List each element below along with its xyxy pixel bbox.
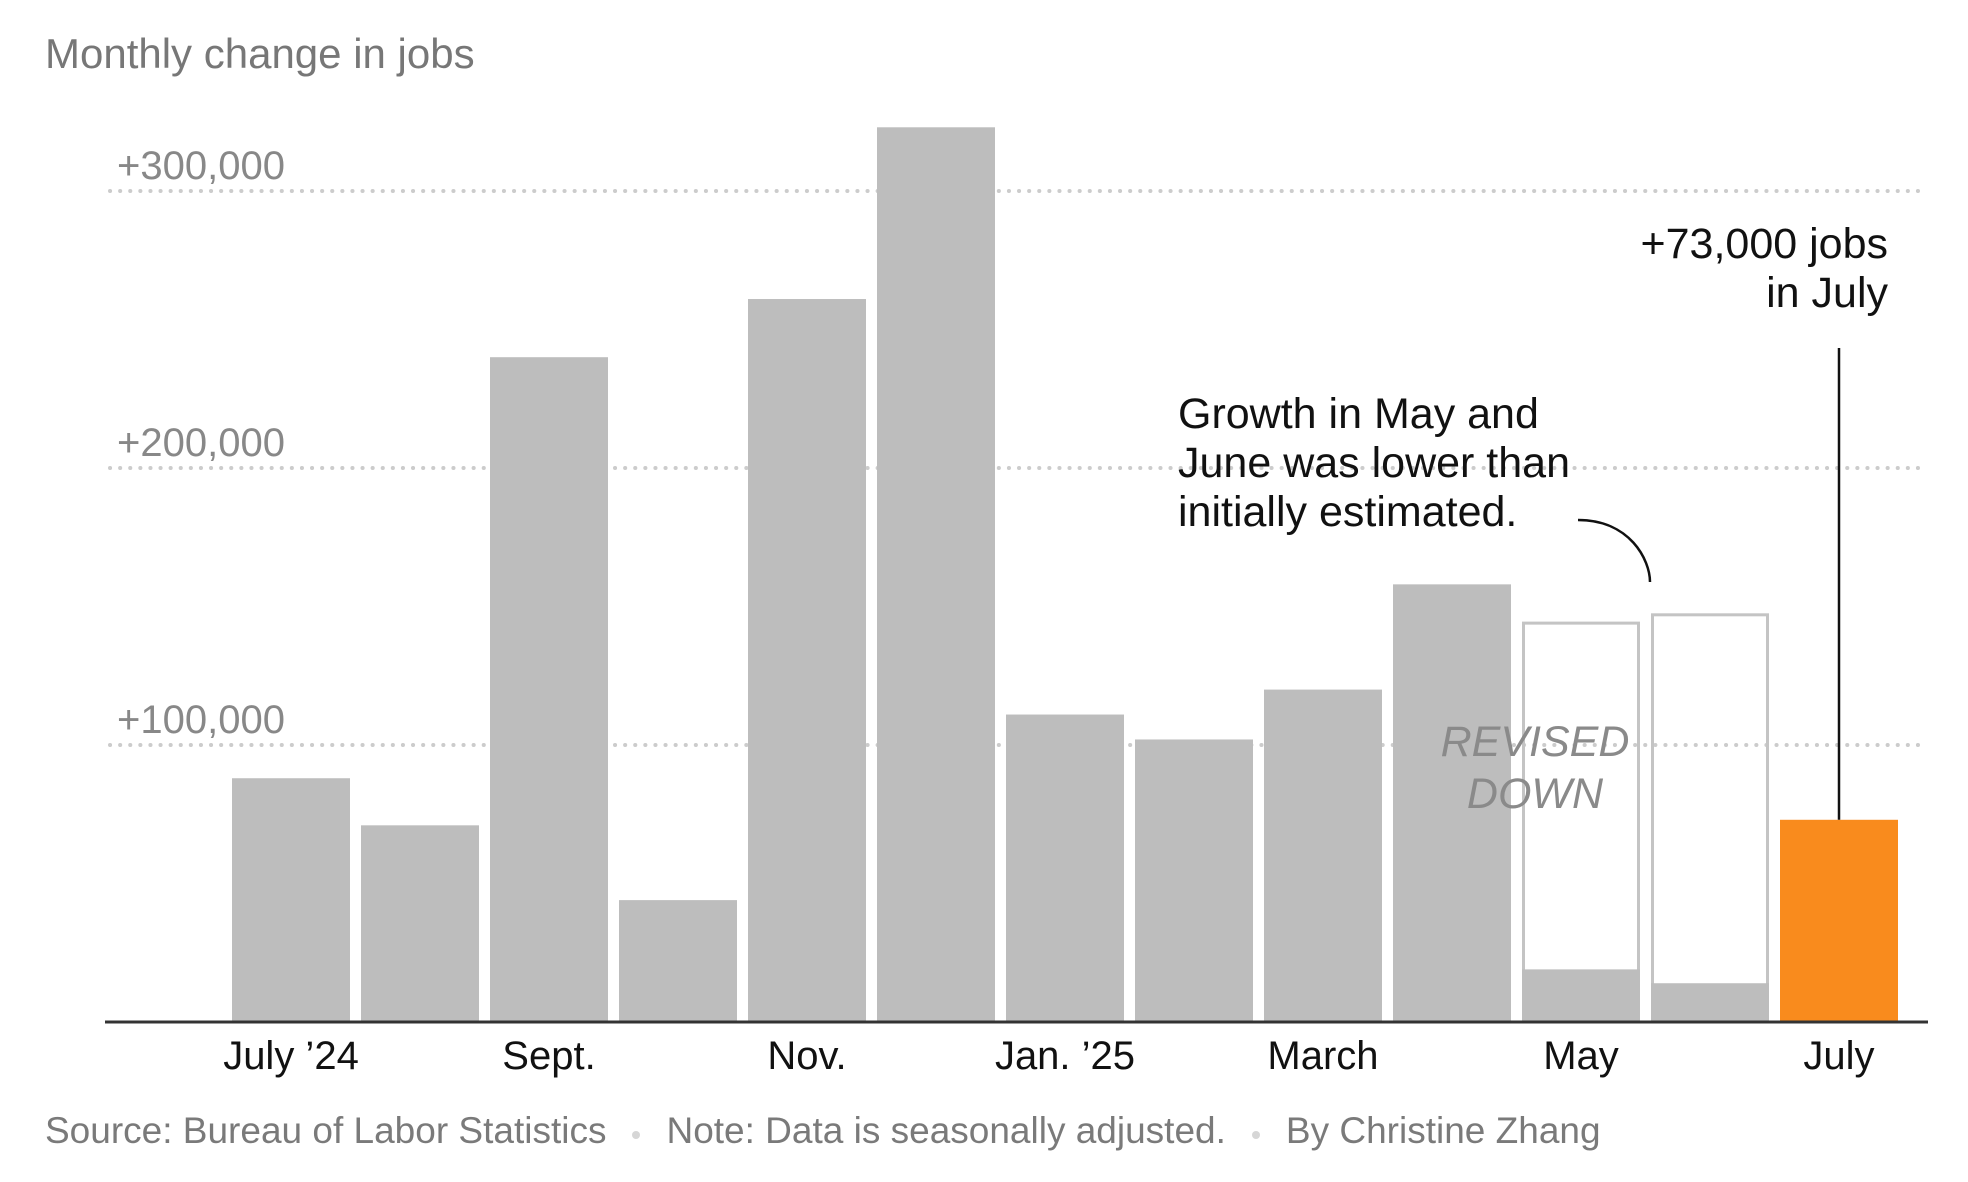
x-tick-label: Nov. bbox=[767, 1034, 846, 1078]
x-tick-label: Sept. bbox=[502, 1034, 595, 1078]
footer-note: Note: Data is seasonally adjusted. bbox=[666, 1110, 1226, 1151]
revised-annotation-line-1: Growth in May and bbox=[1178, 390, 1539, 438]
y-tick-label: +200,000 bbox=[117, 421, 285, 465]
footer-separator-dot bbox=[1251, 1131, 1260, 1139]
revised-leader-curve bbox=[1577, 518, 1652, 583]
footer-byline: By Christine Zhang bbox=[1285, 1110, 1601, 1151]
bar bbox=[1522, 969, 1640, 1022]
bar bbox=[619, 900, 737, 1022]
chart-title: Monthly change in jobs bbox=[45, 30, 475, 77]
july-annotation: +73,000 jobs in July bbox=[1641, 220, 1888, 318]
revised-annotation-line-2: June was lower than bbox=[1178, 439, 1570, 487]
revised-down-line-1: REVISED bbox=[1440, 718, 1630, 766]
y-tick-label: +100,000 bbox=[117, 698, 285, 742]
bar bbox=[1006, 714, 1124, 1022]
bar bbox=[361, 825, 479, 1022]
bar-highlight bbox=[1780, 819, 1898, 1022]
x-tick-label: May bbox=[1543, 1034, 1619, 1078]
bar bbox=[1264, 689, 1382, 1022]
bar bbox=[1393, 584, 1511, 1022]
bar bbox=[232, 778, 350, 1022]
x-tick-label: July ’24 bbox=[223, 1034, 359, 1078]
x-tick-label: Jan. ’25 bbox=[995, 1034, 1135, 1078]
bar bbox=[748, 299, 866, 1022]
initial-estimate-outline bbox=[1522, 621, 1640, 1024]
footer-separator-dot bbox=[632, 1131, 641, 1139]
bar bbox=[877, 127, 995, 1023]
initial-estimate-outline bbox=[1651, 613, 1769, 1024]
july-annotation-line-2: in July bbox=[1766, 269, 1888, 317]
revised-down-label: REVISED DOWN bbox=[1425, 716, 1645, 820]
bar bbox=[1651, 983, 1769, 1022]
bar bbox=[490, 357, 608, 1022]
revised-annotation-line-3: initially estimated. bbox=[1178, 488, 1518, 536]
footer: Source: Bureau of Labor Statistics Note:… bbox=[45, 1110, 1601, 1152]
footer-source: Source: Bureau of Labor Statistics bbox=[45, 1110, 607, 1151]
bar bbox=[1135, 739, 1253, 1022]
revised-down-line-2: DOWN bbox=[1466, 770, 1604, 818]
x-tick-label: March bbox=[1267, 1034, 1378, 1078]
july-annotation-line-1: +73,000 jobs bbox=[1640, 220, 1888, 268]
revised-annotation: Growth in May and June was lower than in… bbox=[1178, 390, 1570, 537]
x-tick-label: July bbox=[1803, 1034, 1874, 1078]
y-tick-label: +300,000 bbox=[117, 144, 285, 188]
